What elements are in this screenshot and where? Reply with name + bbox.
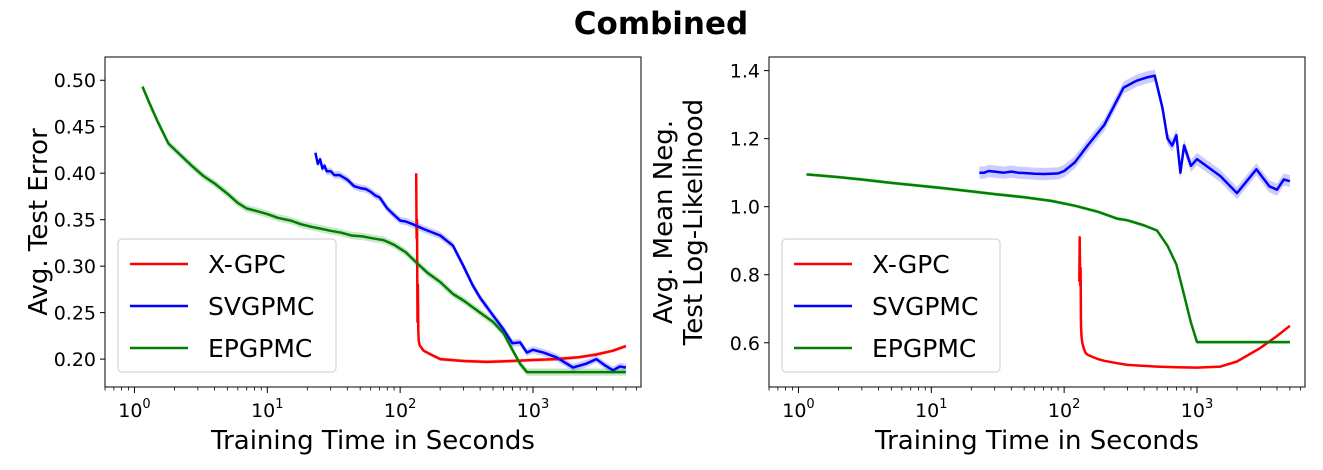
figure-suptitle: Combined — [574, 6, 748, 42]
legend: X-GPC SVGPMC EPGPMC — [781, 238, 1001, 373]
series-band-svgpmc — [315, 149, 626, 374]
axes-frame — [768, 56, 1306, 388]
y-tick-label: 0.6 — [730, 333, 760, 355]
plot-area — [806, 69, 1291, 369]
x-axis-label: Training Time in Seconds — [210, 426, 535, 456]
y-tick-label: 0.20 — [54, 349, 96, 371]
y-axis-label: Avg. Mean Neg.Test Log-Likelihood — [649, 99, 709, 346]
series-line-x-gpc — [1078, 236, 1291, 369]
x-tick-label: 100 — [782, 397, 814, 422]
y-tick-label: 1.2 — [730, 129, 760, 151]
y-tick-label: 1.0 — [730, 197, 760, 219]
legend-label-epgpmc: EPGPMC — [872, 334, 976, 363]
x-tick-label: 103 — [517, 397, 549, 422]
y-tick-label: 0.40 — [54, 163, 96, 185]
legend-label-svgpmc: SVGPMC — [208, 292, 314, 321]
x-tick-label: 101 — [251, 397, 283, 422]
y-tick-label: 0.35 — [54, 210, 96, 232]
legend: X-GPC SVGPMC EPGPMC — [117, 238, 337, 373]
series-band-x-gpc — [416, 171, 626, 364]
plot-area — [141, 83, 627, 376]
x-tick-label: 102 — [384, 397, 416, 422]
legend-box — [781, 238, 1001, 373]
legend-label-x-gpc: X-GPC — [208, 250, 286, 279]
y-tick-label: 1.4 — [730, 61, 760, 83]
y-tick-label: 0.30 — [54, 256, 96, 278]
series-line-epgpmc — [806, 173, 1290, 344]
x-tick-label: 102 — [1048, 397, 1080, 422]
y-tick-label: 0.25 — [54, 303, 96, 325]
series-line-x-gpc — [414, 173, 627, 364]
legend-label-epgpmc: EPGPMC — [208, 334, 312, 363]
x-axis-label: Training Time in Seconds — [874, 426, 1199, 456]
series-line-svgpmc — [314, 152, 627, 372]
x-tick-label: 100 — [118, 397, 150, 422]
y-tick-label: 0.8 — [730, 265, 760, 287]
axes-frame — [104, 56, 642, 388]
legend-box — [117, 238, 337, 373]
x-tick-label: 101 — [915, 397, 947, 422]
y-axis-label: Avg. Test Error — [24, 128, 54, 316]
series-band-svgpmc — [979, 69, 1290, 200]
left-chart-test-error: 0.20 0.25 0.30 0.35 0.40 0.45 0.50 100 101 102 103… — [24, 56, 642, 456]
legend-label-x-gpc: X-GPC — [872, 250, 950, 279]
y-tick-label: 0.50 — [54, 70, 96, 92]
right-chart-neg-log-likelihood: 0.6 0.8 1.0 1.2 1.4 100 101 102 103 Training Time… — [649, 56, 1306, 456]
series-line-epgpmc — [141, 86, 626, 374]
legend-label-svgpmc: SVGPMC — [872, 292, 978, 321]
series-line-svgpmc — [979, 74, 1291, 195]
x-tick-label: 103 — [1181, 397, 1213, 422]
y-tick-label: 0.45 — [54, 117, 96, 139]
